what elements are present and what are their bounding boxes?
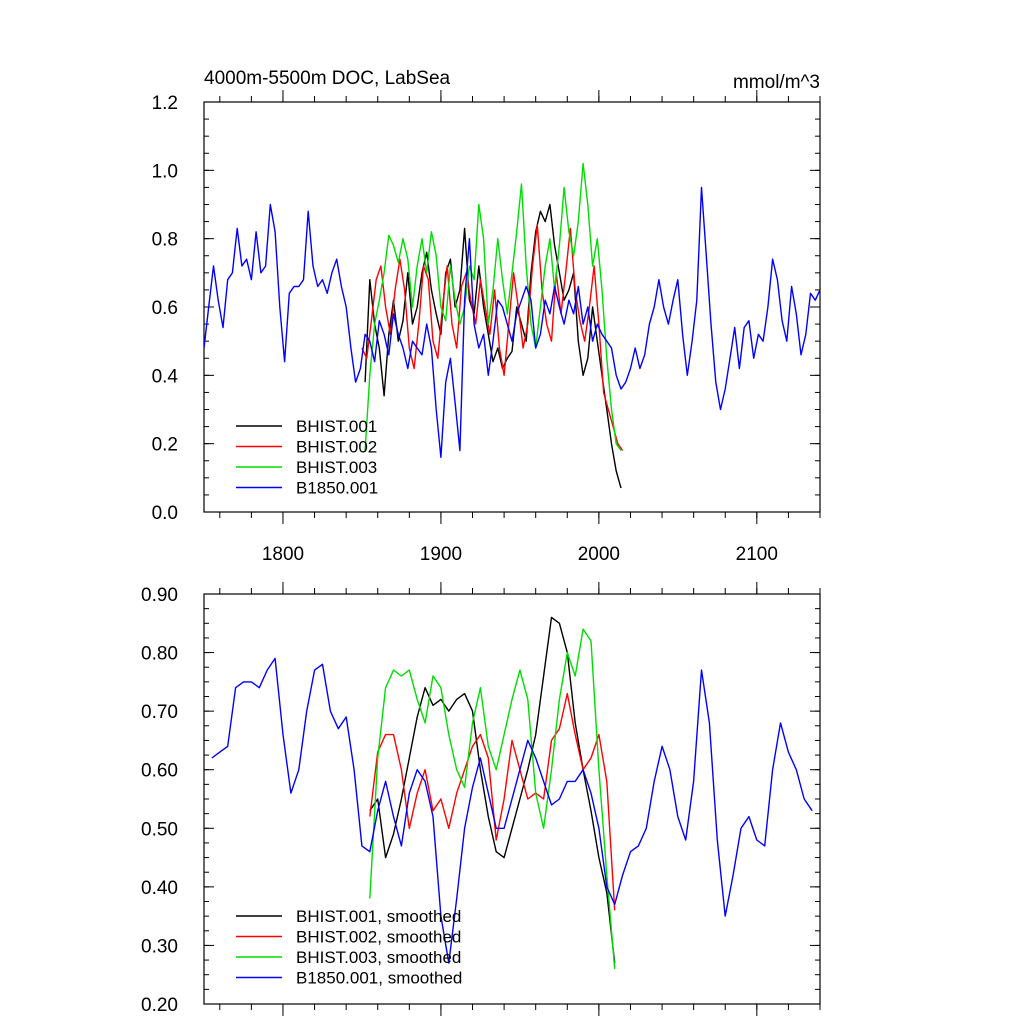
series-line-bhist-002 xyxy=(361,224,624,451)
chart-title: 4000m-5500m DOC, LabSea xyxy=(204,68,451,89)
bottom-panel: 0.20 0.30 0.40 0.50 0.60 0.70 0.80 0.90 BHIST.00… xyxy=(141,582,821,1016)
y-tick-label: 0.8 xyxy=(152,230,178,251)
y-tick-label: 0.70 xyxy=(141,702,178,723)
legend-label: B1850.001 xyxy=(296,479,378,498)
legend-label: BHIST.003, smoothed xyxy=(296,948,461,967)
legend-label: B1850.001, smoothed xyxy=(296,969,462,988)
series-line-b1850-001 xyxy=(204,186,820,458)
x-tick-label: 2100 xyxy=(736,544,778,565)
y-tick-label: 0.6 xyxy=(152,298,178,319)
y-tick-label: 0.90 xyxy=(141,585,178,606)
y-tick-label: 1.2 xyxy=(152,93,178,114)
y-tick-label: 0.60 xyxy=(141,761,178,782)
units-label: mmol/m^3 xyxy=(733,72,820,93)
y-tick-label: 0.4 xyxy=(152,366,179,387)
series-line-bhist-003-smoothed xyxy=(369,628,616,969)
legend-label: BHIST.003 xyxy=(296,458,377,477)
y-tick-label: 0.40 xyxy=(141,878,178,899)
series-line-bhist-003 xyxy=(364,162,622,451)
series-line-bhist-001 xyxy=(364,203,622,489)
y-tick-label: 0.30 xyxy=(141,936,178,957)
series-line-bhist-002-smoothed xyxy=(369,692,616,911)
y-tick-label: 0.50 xyxy=(141,819,178,840)
legend-label: BHIST.002, smoothed xyxy=(296,928,461,947)
y-tick-label: 1.0 xyxy=(152,161,178,182)
series-line-b1850-001-smoothed xyxy=(211,657,813,964)
y-tick-label: 0.2 xyxy=(152,435,178,456)
x-tick-label: 1800 xyxy=(262,544,304,565)
x-tick-label: 2000 xyxy=(578,544,620,565)
legend-label: BHIST.002 xyxy=(296,438,377,457)
y-tick-label: 0.20 xyxy=(141,995,178,1016)
top-panel: 0.0 0.2 0.4 0.6 0.8 1.0 1.2 1800 1900 2000 2100 400… xyxy=(152,68,821,565)
y-tick-label: 0.0 xyxy=(152,503,178,524)
legend-label: BHIST.001 xyxy=(296,417,377,436)
legend-label: BHIST.001, smoothed xyxy=(296,907,461,926)
x-tick-label: 1900 xyxy=(420,544,462,565)
series-line-bhist-001-smoothed xyxy=(369,616,616,964)
y-tick-label: 0.80 xyxy=(141,644,178,665)
